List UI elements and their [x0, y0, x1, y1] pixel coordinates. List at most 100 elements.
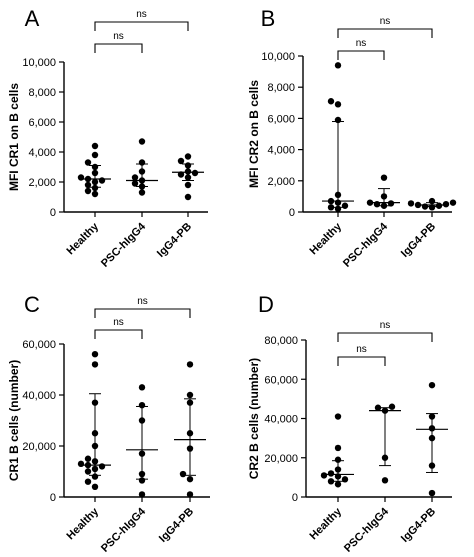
data-point [381, 454, 389, 461]
data-point [91, 169, 99, 177]
data-point [334, 205, 342, 213]
data-point [380, 174, 388, 181]
significance-bracket [337, 356, 386, 366]
panel-label: D [258, 292, 274, 317]
data-point [381, 477, 389, 484]
significance-label: ns [113, 317, 124, 328]
x-category-label: Healthy [65, 220, 102, 257]
y-tick-label: 4,000 [28, 147, 56, 159]
data-point [186, 430, 194, 437]
data-point [91, 473, 99, 480]
data-point [91, 442, 99, 450]
data-point [435, 202, 443, 209]
significance-bracket [94, 329, 143, 339]
data-point [184, 193, 192, 201]
significance-label: ns [356, 38, 367, 49]
data-point [84, 478, 92, 485]
data-point [334, 444, 342, 452]
data-point [131, 174, 139, 181]
data-point [334, 466, 342, 473]
data-point [138, 138, 146, 145]
data-point [191, 169, 199, 177]
significance-bracket [337, 50, 385, 60]
x-category-label: Healthy [65, 505, 102, 542]
data-point [428, 381, 436, 389]
data-point [184, 181, 192, 189]
data-point [388, 403, 396, 410]
data-point [184, 168, 192, 175]
data-point [138, 450, 146, 457]
data-point [138, 477, 146, 484]
data-point [334, 199, 342, 206]
data-point [138, 402, 146, 409]
data-point [327, 470, 335, 477]
data-point [84, 455, 92, 462]
x-category-label: PSC-hIgG4 [99, 220, 149, 270]
data-point [341, 476, 349, 483]
data-point [407, 200, 415, 207]
x-category-label: IgG4-PB [399, 221, 438, 260]
data-point [131, 180, 139, 187]
y-tick-label: 0 [292, 492, 298, 504]
x-category-label: PSC-hIgG4 [341, 220, 391, 270]
significance-label: ns [136, 9, 147, 20]
data-point [91, 142, 99, 150]
data-point [91, 465, 99, 473]
data-point [138, 417, 146, 424]
data-point [98, 177, 106, 184]
data-point [184, 153, 192, 160]
data-point [138, 183, 146, 190]
data-point [380, 202, 388, 209]
data-point [334, 191, 342, 199]
y-tick-label: 20,000 [22, 441, 56, 453]
x-category-label: Healthy [308, 220, 345, 257]
x-category-label: PSC-hIgG4 [99, 505, 149, 555]
data-point [184, 162, 192, 169]
data-point [373, 201, 381, 208]
data-point [138, 159, 146, 166]
data-point [91, 458, 99, 465]
data-point [428, 425, 436, 432]
data-point [186, 445, 194, 452]
data-point [138, 384, 146, 391]
y-tick-label: 10,000 [22, 57, 56, 69]
data-point [186, 399, 194, 406]
data-point [91, 151, 99, 159]
y-axis-label: MFI CR1 on B cells [7, 83, 21, 191]
y-tick-label: 80,000 [264, 335, 298, 347]
panel-label: B [261, 6, 276, 31]
y-tick-label: 0 [50, 207, 56, 219]
y-axis-label: CR2 B cells (number) [247, 358, 261, 479]
significance-label: ns [380, 320, 391, 331]
data-point [77, 174, 85, 181]
data-point [84, 461, 92, 469]
y-axis-label: MFI CR2 on B cells [247, 80, 261, 188]
significance-bracket [94, 308, 191, 318]
significance-bracket [337, 28, 433, 38]
data-point [428, 204, 436, 211]
significance-label: ns [113, 31, 124, 42]
data-point [84, 468, 92, 475]
y-tick-label: 40,000 [22, 390, 56, 402]
data-point [91, 399, 99, 406]
data-point [84, 175, 92, 183]
data-point [334, 481, 342, 488]
data-point [186, 491, 194, 498]
y-axis-label: CR1 B cells (number) [7, 360, 21, 481]
y-tick-label: 8,000 [28, 87, 56, 99]
y-tick-label: 0 [50, 492, 56, 504]
panel-b: B 0 2,000 4,000 6,000 8,000 10,000 MFI CR2 on B… [247, 6, 457, 270]
data-point [428, 197, 436, 205]
data-point [186, 391, 194, 399]
data-point [186, 475, 194, 483]
data-point [91, 190, 99, 198]
panel-a: A 0 2,000 4,000 6,000 8,000 10,000 MFI CR1 on B… [7, 6, 208, 270]
data-point [334, 101, 342, 108]
data-point [91, 184, 99, 192]
data-point [84, 181, 92, 189]
data-point [428, 413, 436, 420]
y-tick-label: 0 [289, 207, 295, 219]
